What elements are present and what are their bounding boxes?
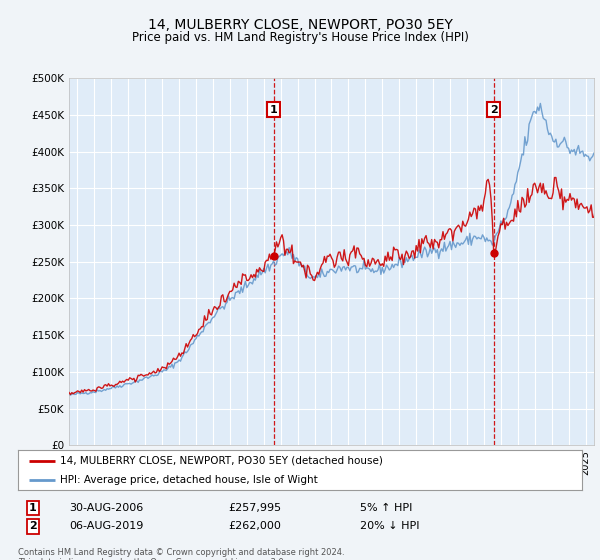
Text: 30-AUG-2006: 30-AUG-2006 <box>69 503 143 513</box>
Text: £257,995: £257,995 <box>228 503 281 513</box>
Text: 14, MULBERRY CLOSE, NEWPORT, PO30 5EY (detached house): 14, MULBERRY CLOSE, NEWPORT, PO30 5EY (d… <box>60 456 383 466</box>
Text: 5% ↑ HPI: 5% ↑ HPI <box>360 503 412 513</box>
Text: HPI: Average price, detached house, Isle of Wight: HPI: Average price, detached house, Isle… <box>60 475 318 485</box>
Text: 1: 1 <box>270 105 277 115</box>
Text: 06-AUG-2019: 06-AUG-2019 <box>69 521 143 531</box>
Text: Price paid vs. HM Land Registry's House Price Index (HPI): Price paid vs. HM Land Registry's House … <box>131 31 469 44</box>
Text: 20% ↓ HPI: 20% ↓ HPI <box>360 521 419 531</box>
Text: 14, MULBERRY CLOSE, NEWPORT, PO30 5EY: 14, MULBERRY CLOSE, NEWPORT, PO30 5EY <box>148 18 452 32</box>
Text: 2: 2 <box>29 521 37 531</box>
Text: £262,000: £262,000 <box>228 521 281 531</box>
Text: 1: 1 <box>29 503 37 513</box>
Text: 2: 2 <box>490 105 497 115</box>
Text: Contains HM Land Registry data © Crown copyright and database right 2024.
This d: Contains HM Land Registry data © Crown c… <box>18 548 344 560</box>
